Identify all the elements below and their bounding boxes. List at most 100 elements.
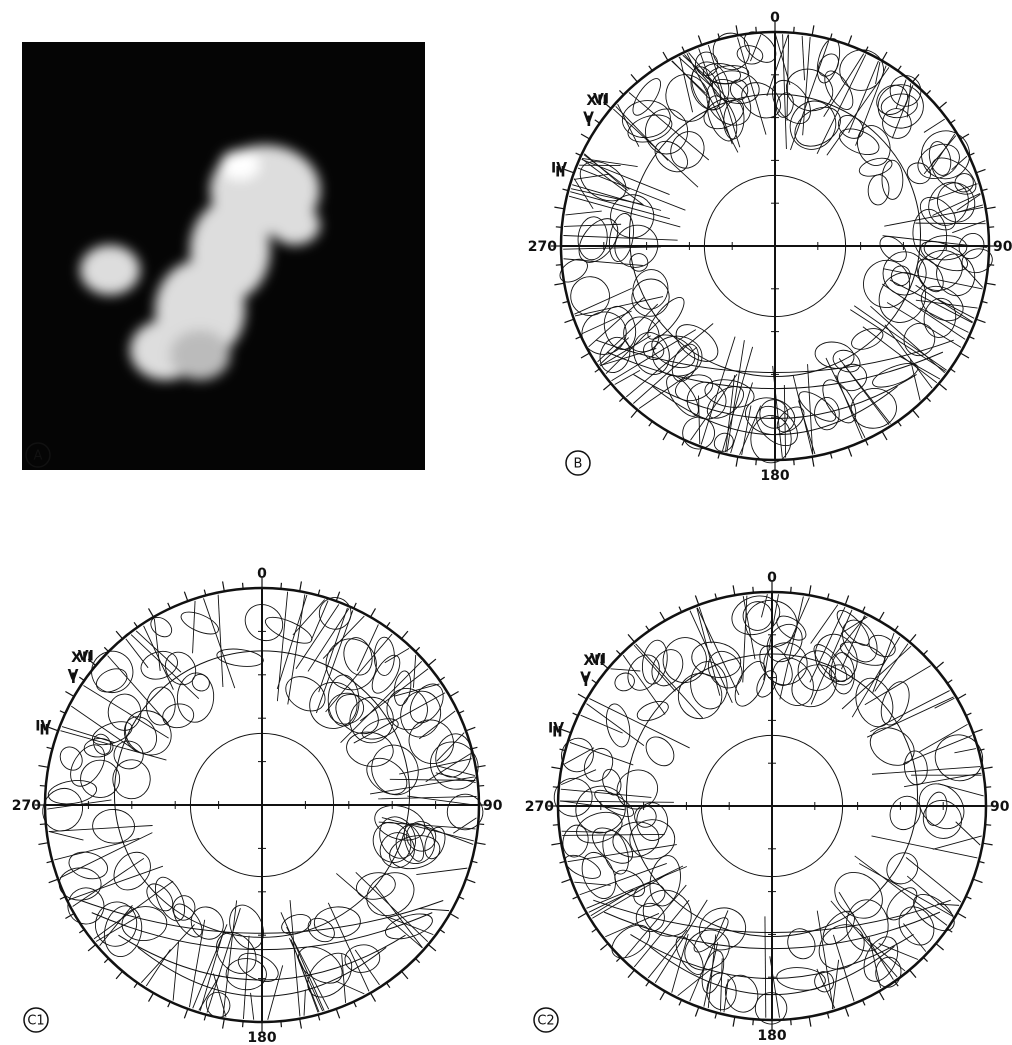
rim-tick	[40, 824, 46, 825]
trace-line	[690, 910, 728, 1001]
trace-line	[437, 733, 464, 761]
trace-line	[929, 134, 955, 173]
trace-line	[587, 704, 644, 746]
trace-line	[924, 119, 945, 132]
trace-line	[810, 607, 845, 682]
rim-tick	[631, 410, 637, 418]
rim-tick	[898, 421, 901, 426]
trace-line	[811, 605, 838, 644]
rim-tick	[936, 944, 944, 950]
rim-tick	[38, 766, 48, 768]
trace-line	[360, 669, 428, 721]
trace-line	[863, 327, 937, 383]
trace-loop	[610, 818, 662, 860]
rim-tick	[104, 958, 108, 962]
rim-tick	[578, 913, 587, 918]
trace-line	[699, 396, 700, 444]
trace-loop	[546, 771, 599, 824]
rim-tick	[184, 1009, 187, 1018]
rim-tick	[756, 459, 757, 465]
hour-label: I	[583, 674, 588, 690]
trace-loop	[892, 900, 941, 951]
trace-line	[572, 185, 661, 211]
rim-tick	[603, 384, 611, 390]
trace-line	[903, 923, 926, 951]
rim-tick	[809, 1017, 811, 1027]
rim-tick	[679, 607, 682, 612]
trace-line	[563, 236, 677, 241]
trace-line	[589, 699, 689, 748]
trace-loop	[326, 690, 366, 727]
trace-loop	[814, 397, 839, 430]
rim-tick	[986, 283, 996, 285]
trace-loop	[727, 590, 785, 641]
trace-loop	[677, 672, 724, 720]
rim-tick	[592, 680, 597, 683]
rim-tick	[882, 52, 887, 61]
trace-line	[341, 661, 422, 742]
trace-loop	[688, 638, 744, 682]
rim-tick	[649, 421, 652, 426]
rim-tick	[628, 634, 634, 642]
trace-line	[126, 639, 148, 668]
trace-loop	[880, 92, 919, 120]
trace-loop	[860, 257, 912, 310]
polar-plot	[35, 578, 489, 1032]
rim-tick	[576, 153, 581, 156]
rim-tick	[812, 457, 814, 467]
hour-label: XII	[586, 93, 607, 109]
trace-line	[919, 724, 968, 752]
trace-line	[562, 834, 665, 835]
rim-tick	[281, 1021, 282, 1027]
rim-tick	[371, 993, 376, 1002]
trace-line	[798, 401, 814, 455]
rim-tick	[660, 991, 665, 1000]
trace-loop	[923, 790, 951, 828]
direction-label: 0	[257, 566, 267, 582]
trace-line	[850, 310, 945, 372]
trace-loop	[832, 606, 874, 650]
trace-line	[251, 993, 254, 1020]
direction-label: 180	[757, 1028, 786, 1044]
trace-loop	[576, 216, 608, 261]
rim-tick	[149, 993, 154, 1002]
rim-tick	[794, 27, 795, 33]
rim-tick	[733, 585, 735, 595]
rim-tick	[104, 647, 108, 651]
rim-tick	[682, 47, 685, 52]
rim-tick	[65, 692, 74, 697]
trace-line	[907, 83, 910, 117]
trace-loop	[688, 659, 730, 711]
figure: A018027090VIVIVIIIXIIB018027090VIVIVIIIX…	[0, 0, 1012, 1045]
trace-line	[907, 876, 953, 916]
trace-loop	[852, 121, 895, 170]
trace-line	[69, 866, 163, 899]
trace-line	[336, 981, 365, 994]
trace-loop	[836, 124, 883, 160]
trace-loop	[849, 386, 898, 430]
rim-tick	[865, 47, 868, 52]
rim-tick	[386, 983, 389, 988]
rim-tick	[898, 66, 901, 71]
trace-loop	[234, 947, 283, 987]
trace-loop	[900, 319, 939, 359]
trace-loop	[570, 276, 611, 317]
trace-line	[899, 356, 940, 379]
rim-tick	[957, 694, 966, 699]
trace-loop	[876, 678, 915, 729]
trace-loop	[100, 902, 147, 960]
trace-loop	[658, 633, 711, 687]
rim-tick	[281, 583, 282, 589]
trace-line	[935, 698, 955, 708]
trace-line	[824, 54, 864, 117]
trace-line	[592, 874, 668, 918]
rim-tick	[336, 1009, 339, 1018]
trace-line	[915, 223, 985, 224]
rim-tick	[973, 729, 982, 732]
direction-label: 90	[990, 799, 1010, 815]
direction-label: 90	[483, 798, 503, 814]
trace-line	[618, 104, 639, 147]
trace-loop	[850, 673, 899, 732]
rim-tick	[40, 786, 46, 787]
trace-loop	[931, 176, 982, 228]
